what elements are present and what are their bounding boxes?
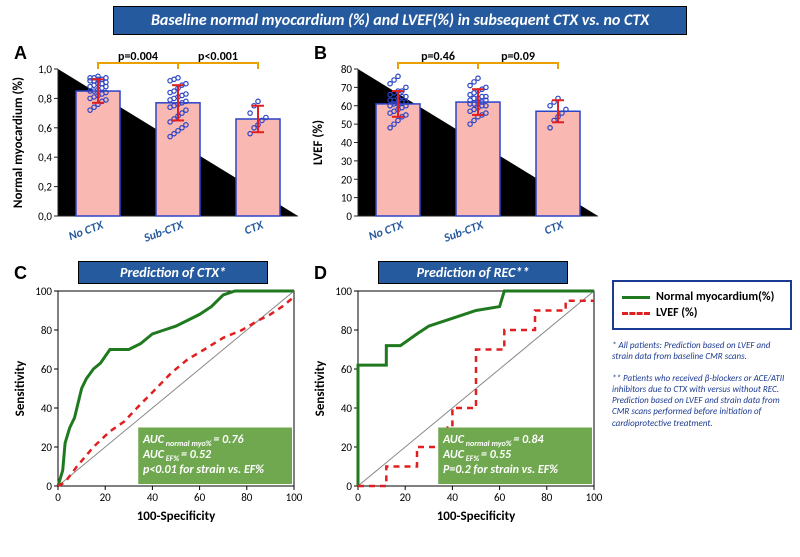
svg-text:60: 60 (41, 363, 53, 376)
svg-text:Sub-CTX: Sub-CTX (141, 218, 186, 246)
svg-text:Sensitivity: Sensitivity (13, 360, 28, 417)
legend-swatch-b (622, 312, 650, 315)
legend-row-b: LVEF (%) (622, 306, 782, 320)
panel-label-b: B (314, 43, 327, 64)
svg-text:100: 100 (586, 491, 603, 504)
subtitle-d: Prediction of REC** (378, 261, 568, 284)
svg-text:0: 0 (346, 480, 352, 493)
svg-text:80: 80 (241, 491, 253, 504)
svg-text:0: 0 (355, 491, 361, 504)
panel-a: A 0,0 0,2 0,4 0,6 0,8 1,0 Normal myocardium (%… (8, 41, 308, 261)
legend-label-a: Normal myocardium(%) (656, 290, 774, 304)
svg-text:60: 60 (341, 100, 353, 113)
svg-text:40: 40 (447, 491, 459, 504)
svg-text:60: 60 (494, 491, 506, 504)
svg-text:1,0: 1,0 (38, 63, 52, 76)
svg-text:30: 30 (341, 155, 353, 168)
bar-chart-a: 0,0 0,2 0,4 0,6 0,8 1,0 Normal myocardium (%) p… (8, 41, 308, 261)
panel-label-c: C (14, 263, 27, 284)
panel-c: C Prediction of CTX* 0 20 40 60 80 100 0 20 40 60… (8, 261, 308, 551)
panel-label-d: D (314, 263, 327, 284)
svg-text:100: 100 (286, 491, 303, 504)
svg-text:20: 20 (341, 441, 353, 454)
svg-text:100-Specificity: 100-Specificity (437, 509, 516, 524)
svg-text:Sub-CTX: Sub-CTX (441, 218, 486, 246)
svg-text:0: 0 (55, 491, 61, 504)
svg-text:p=0.004: p=0.004 (118, 50, 158, 64)
svg-text:80: 80 (41, 324, 53, 337)
svg-text:100-Specificity: 100-Specificity (137, 509, 216, 524)
bar-chart-b: 0 10 20 30 40 50 60 70 80 LVEF (%) p=0.46 p=0.09 No … (308, 41, 608, 261)
svg-text:40: 40 (341, 137, 353, 150)
svg-text:LVEF (%): LVEF (%) (311, 120, 326, 165)
top-row: A 0,0 0,2 0,4 0,6 0,8 1,0 Normal myocardium (%… (8, 41, 792, 261)
svg-text:p=0.09: p=0.09 (501, 50, 535, 64)
svg-text:p<0.001: p<0.001 (198, 50, 238, 64)
svg-text:CTX: CTX (243, 218, 267, 238)
svg-text:No CTX: No CTX (67, 218, 107, 244)
svg-text:10: 10 (341, 192, 353, 205)
svg-text:20: 20 (41, 441, 53, 454)
svg-text:No CTX: No CTX (367, 218, 407, 244)
svg-text:50: 50 (341, 118, 353, 131)
svg-text:p=0.46: p=0.46 (421, 50, 455, 64)
svg-text:20: 20 (341, 173, 353, 186)
svg-text:60: 60 (341, 363, 353, 376)
svg-text:70: 70 (341, 81, 353, 94)
svg-text:20: 20 (400, 491, 412, 504)
svg-text:100: 100 (35, 285, 52, 298)
footnote-a: * All patients: Prediction based on LVEF… (612, 340, 792, 363)
svg-text:Sensitivity: Sensitivity (313, 360, 328, 417)
svg-text:0,8: 0,8 (38, 92, 52, 105)
legend-label-b: LVEF (%) (656, 306, 698, 320)
legend: Normal myocardium(%) LVEF (%) * All pati… (612, 280, 792, 429)
svg-text:80: 80 (341, 63, 353, 76)
panel-d: D Prediction of REC** 0 20 40 60 80 100 0 20 40 6… (308, 261, 608, 551)
svg-text:0,4: 0,4 (38, 151, 52, 164)
main-title: Baseline normal myocardium (%) and LVEF(… (113, 6, 687, 35)
svg-text:80: 80 (541, 491, 553, 504)
legend-row-a: Normal myocardium(%) (622, 290, 782, 304)
svg-text:Normal myocardium (%): Normal myocardium (%) (11, 77, 26, 208)
svg-text:0,0: 0,0 (38, 210, 52, 223)
svg-text:P=0.2 for strain vs. EF%: P=0.2 for strain vs. EF% (443, 463, 558, 477)
svg-text:40: 40 (41, 402, 53, 415)
panel-b: B 0 10 20 30 40 50 60 70 80 LVEF (%) p=0.46 p=0.09 N… (308, 41, 608, 261)
legend-frame: Normal myocardium(%) LVEF (%) (612, 280, 792, 330)
svg-text:0: 0 (46, 480, 52, 493)
svg-text:0: 0 (346, 210, 352, 223)
svg-text:20: 20 (100, 491, 112, 504)
panel-label-a: A (14, 43, 27, 64)
svg-text:80: 80 (341, 324, 353, 337)
svg-text:60: 60 (194, 491, 206, 504)
svg-text:0,6: 0,6 (38, 122, 52, 135)
roc-chart-d: 0 20 40 60 80 100 0 20 40 60 80 100 100-Specificity S… (308, 261, 608, 526)
roc-chart-c: 0 20 40 60 80 100 0 20 40 60 80 100 100-Specificity S… (8, 261, 308, 526)
subtitle-c: Prediction of CTX* (78, 261, 268, 284)
legend-swatch-a (622, 296, 650, 299)
svg-text:CTX: CTX (543, 218, 567, 238)
svg-text:0,2: 0,2 (38, 181, 52, 194)
footnote-b: ** Patients who received β-blockers or A… (612, 373, 792, 429)
svg-text:100: 100 (335, 285, 352, 298)
svg-text:p<0.01 for strain vs. EF%: p<0.01 for strain vs. EF% (143, 463, 264, 477)
svg-text:40: 40 (341, 402, 353, 415)
svg-text:40: 40 (147, 491, 159, 504)
